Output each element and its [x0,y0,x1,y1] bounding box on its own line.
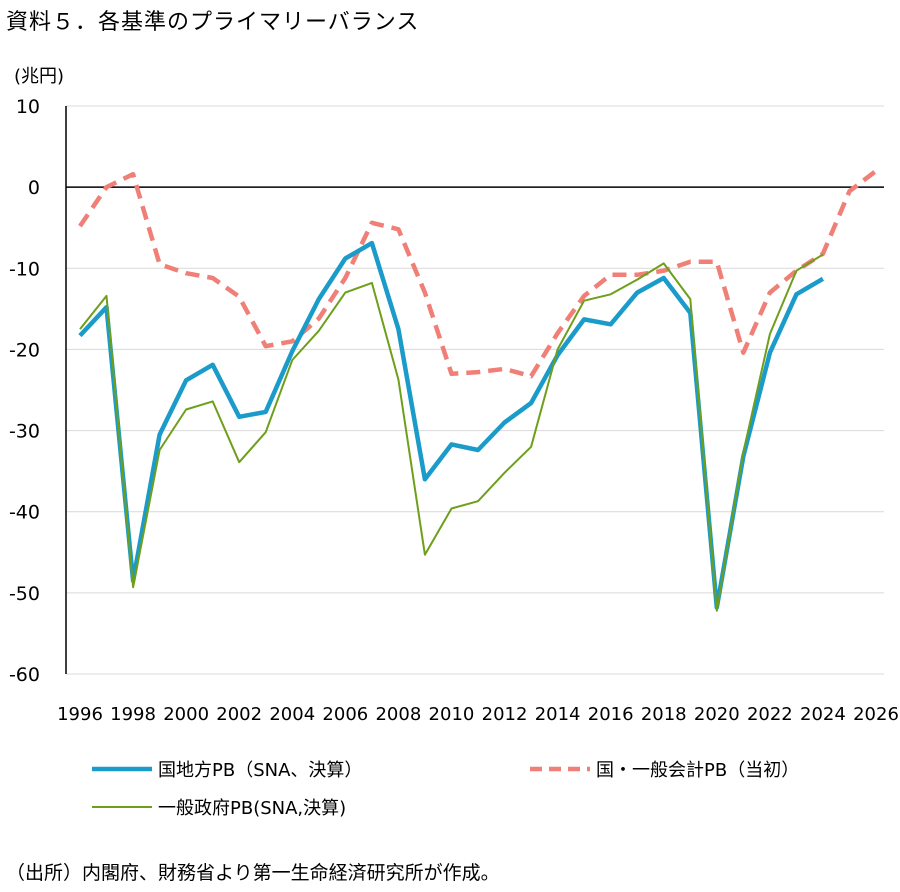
x-tick-label: 2008 [375,704,421,725]
legend-item-general-gov-pb: 一般政府PB(SNA,決算) [92,794,346,820]
x-tick-label: 1998 [110,704,156,725]
x-tick-label: 2020 [694,704,740,725]
x-tick-label: 2012 [482,704,528,725]
y-tick-label: 0 [28,177,40,199]
x-tick-label: 2014 [535,704,581,725]
x-tick-label: 2004 [269,704,315,725]
legend-label-national-budget-pb: 国・一般会計PB（当初） [596,760,800,781]
legend-label-local-gov-pb: 国地方PB（SNA、決算） [158,760,363,781]
x-tick-label: 2016 [588,704,634,725]
legend-swatch-general-gov-pb [92,797,152,817]
y-tick-label: -20 [9,339,40,361]
legend-swatch-local-gov-pb [92,759,152,779]
x-tick-label: 1996 [57,704,103,725]
y-tick-label: -40 [9,502,40,524]
legend-swatch-national-budget-pb [530,759,590,779]
x-tick-label: 2022 [747,704,793,725]
series-line-general-gov-pb [79,253,824,612]
legend-item-national-budget-pb: 国・一般会計PB（当初） [530,756,799,782]
x-tick-label: 2000 [163,704,209,725]
source-note: （出所）内閣府、財務省より第一生命経済研究所が作成。 [6,862,500,884]
y-tick-label: -60 [9,664,40,686]
x-tick-label: 2010 [429,704,475,725]
y-tick-label: 10 [16,96,40,118]
x-tick-label: 2024 [800,704,846,725]
y-tick-label: -30 [9,421,40,443]
x-tick-label: 2002 [216,704,262,725]
x-tick-label: 2006 [322,704,368,725]
legend-label-general-gov-pb: 一般政府PB(SNA,決算) [158,798,347,819]
y-tick-label: -50 [9,583,40,605]
y-tick-label: -10 [9,258,40,280]
x-tick-label: 2018 [641,704,687,725]
legend-item-local-gov-pb: 国地方PB（SNA、決算） [92,756,362,782]
x-tick-label: 2026 [853,704,899,725]
chart-title: 資料５．各基準のプライマリーバランス [6,10,420,35]
y-axis-unit-label: (兆円) [14,66,65,87]
series-line-national-budget-pb [78,169,878,379]
